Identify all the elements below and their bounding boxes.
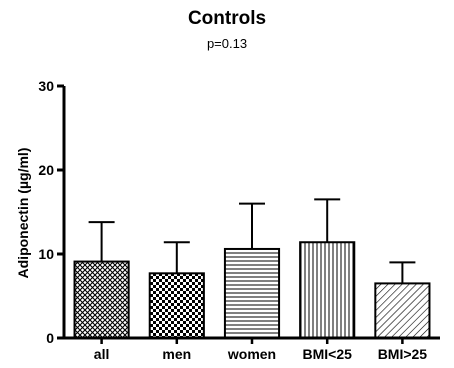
y-tick-label: 20 — [38, 162, 54, 178]
bar — [374, 282, 431, 339]
chart-subtitle: p=0.13 — [206, 36, 248, 51]
bar — [299, 241, 356, 340]
bars-group — [73, 198, 431, 340]
x-tick-label: BMI>25 — [378, 346, 428, 362]
x-tick-label: BMI<25 — [302, 346, 352, 362]
y-tick-label: 30 — [38, 78, 54, 94]
bar — [73, 260, 130, 339]
x-tick-label: all — [94, 346, 110, 362]
y-tick-label: 10 — [38, 246, 54, 262]
x-tick-label: men — [162, 346, 191, 362]
y-tick-label: 0 — [46, 330, 54, 346]
chart-title: Controls — [187, 8, 267, 29]
x-tick-label: women — [227, 346, 276, 362]
bar — [148, 272, 205, 340]
bar — [223, 247, 281, 340]
